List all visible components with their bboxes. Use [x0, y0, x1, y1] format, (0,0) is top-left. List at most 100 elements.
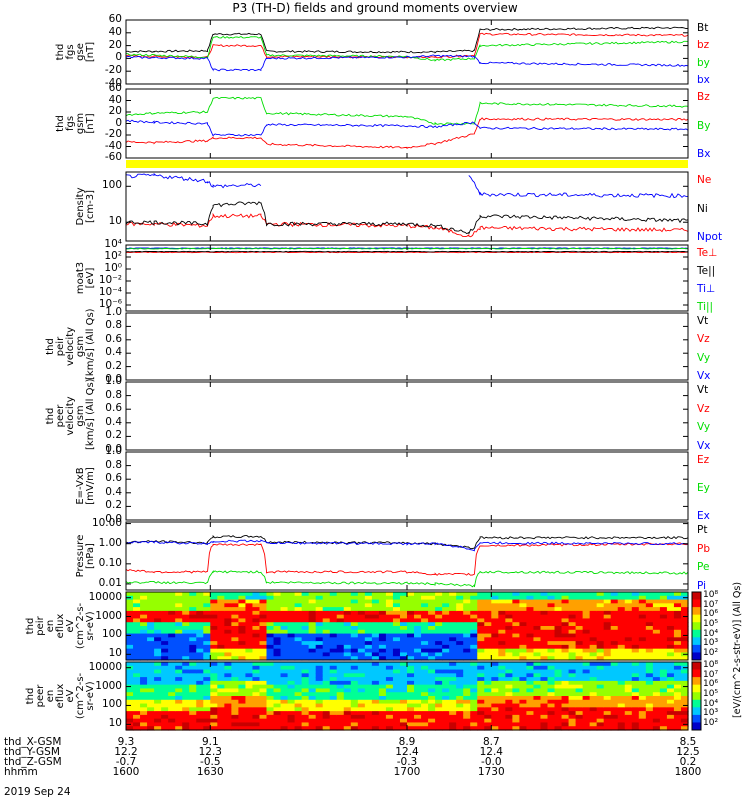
spectrogram-cell: [673, 677, 682, 682]
spectrogram-cell: [428, 711, 436, 716]
spectrogram-cell: [280, 648, 289, 654]
spectrogram-cell: [575, 662, 584, 667]
spectrogram-cell: [364, 699, 373, 705]
spectrogram-cell: [407, 656, 415, 661]
spectrogram-cell: [357, 648, 366, 654]
spectrogram-cell: [378, 696, 387, 701]
spectrogram-cell: [231, 677, 240, 682]
spectrogram-cell: [561, 626, 570, 631]
spectrogram-cell: [666, 722, 675, 727]
spectrogram-cell: [287, 603, 296, 608]
spectrogram-cell: [505, 703, 513, 708]
spectrogram-cell: [526, 618, 535, 623]
spectrogram-cell: [540, 626, 549, 631]
spectrogram-cell: [336, 718, 345, 724]
spectrogram-cell: [259, 599, 268, 604]
spectrogram-cell: [449, 614, 457, 620]
spectrogram-cell: [540, 707, 549, 712]
spectrogram-cell: [210, 618, 218, 623]
spectrogram-cell: [273, 622, 282, 627]
spectrogram-cell: [484, 692, 492, 697]
spectrogram-cell: [428, 722, 436, 727]
spectrogram-cell: [203, 688, 211, 693]
spectrogram-cell: [463, 614, 471, 620]
spectrogram-cell: [378, 599, 387, 604]
spectrogram-cell: [554, 718, 563, 724]
spectrogram-cell: [435, 648, 443, 654]
spectrogram-cell: [540, 618, 549, 623]
colorbar-tick-label: 10³: [703, 708, 719, 719]
spectrogram-cell: [308, 673, 317, 678]
spectrogram-cell: [378, 669, 387, 674]
spectrogram-cell: [491, 726, 499, 731]
spectrogram-cell: [414, 603, 422, 608]
spectrogram-cell: [140, 607, 148, 612]
spectrogram-cell: [231, 622, 240, 627]
spectrogram-cell: [617, 603, 626, 608]
spectrogram-cell: [294, 641, 303, 646]
spectrogram-cell: [392, 669, 401, 674]
spectrogram-cell: [294, 665, 303, 671]
spectrogram-cell: [322, 684, 331, 690]
spectrogram-cell: [196, 603, 204, 608]
spectrogram-cell: [638, 633, 647, 638]
spectrogram-cell: [161, 662, 169, 667]
spectrogram-cell: [364, 607, 373, 612]
spectrogram-cell: [252, 599, 261, 604]
spectrogram-cell: [498, 673, 506, 678]
spectrogram-cell: [364, 688, 373, 693]
spectrogram-cell: [287, 644, 296, 650]
panel-frame: [125, 244, 689, 312]
spectrogram-cell: [505, 595, 513, 601]
spectrogram-cell: [392, 603, 401, 608]
spectrogram-cell: [245, 599, 254, 604]
spectrogram-cell: [610, 662, 619, 667]
spectrogram-cell: [659, 680, 668, 686]
spectrogram-cell: [575, 714, 584, 720]
spectrogram-cell: [196, 599, 204, 604]
spectrogram-cell: [519, 629, 528, 635]
spectrogram-cell: [498, 652, 506, 657]
spectrogram-cell: [421, 669, 429, 674]
spectrogram-cell: [533, 662, 542, 667]
spectrogram-cell: [343, 711, 352, 716]
spectrogram-cell: [624, 592, 633, 597]
spectrogram-cell: [161, 648, 169, 654]
colorbar-cell: [692, 677, 701, 686]
spectrogram-cell: [147, 618, 155, 623]
spectrogram-cell: [259, 618, 268, 623]
spectrogram-cell: [378, 610, 387, 616]
spectrogram-cell: [519, 618, 528, 623]
spectrogram-cell: [182, 641, 190, 646]
spectrogram-cell: [449, 688, 457, 693]
spectrogram-cell: [378, 607, 387, 612]
spectrogram-cell: [435, 680, 443, 686]
spectrogram-cell: [582, 665, 591, 671]
legend-temperature-3: Ti||: [697, 301, 714, 313]
spectrogram-cell: [231, 626, 240, 631]
spectrogram-cell: [533, 688, 542, 693]
spectrogram-cell: [315, 641, 324, 646]
spectrogram-cell: [673, 607, 682, 612]
spectrogram-cell: [266, 680, 275, 686]
spectrogram-cell: [659, 595, 668, 601]
spectrogram-cell: [294, 607, 303, 612]
spectrogram-cell: [547, 718, 556, 724]
spectrogram-cell: [245, 726, 254, 731]
spectrogram-cell: [463, 662, 471, 667]
spectrogram-cell: [322, 665, 331, 671]
legend-fgs_gsm-1: By: [697, 119, 711, 132]
spectrogram-cell: [182, 680, 190, 686]
spectrogram-cell: [435, 629, 443, 635]
spectrogram-cell: [477, 662, 485, 667]
spectrogram-cell: [385, 669, 394, 674]
spectrogram-cell: [624, 673, 633, 678]
spectrogram-cell: [343, 622, 352, 627]
spectrogram-cell: [421, 673, 429, 678]
spectrogram-cell: [673, 618, 682, 623]
spectrogram-cell: [638, 662, 647, 667]
spectrogram-cell: [603, 677, 612, 682]
spectrogram-cell: [147, 592, 155, 597]
spectrogram-cell: [652, 722, 661, 727]
spectrogram-cell: [575, 684, 584, 690]
